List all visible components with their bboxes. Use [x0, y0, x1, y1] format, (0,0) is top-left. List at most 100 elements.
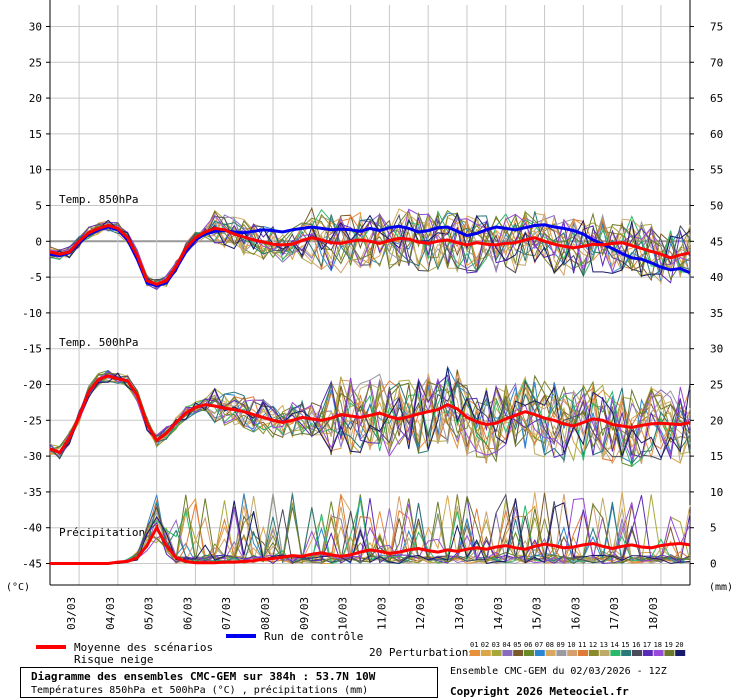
legend-perturbation-number: 13 — [600, 641, 608, 649]
y-tick-label-left: -25 — [22, 414, 42, 427]
x-tick-label: 06/03 — [181, 597, 194, 630]
legend-perturbation-swatch — [567, 650, 578, 656]
legend-perturbation-number: 10 — [567, 641, 575, 649]
left-unit: (°C) — [6, 582, 30, 593]
legend-perturbation-swatch — [632, 650, 642, 656]
x-tick-label: 15/03 — [531, 597, 544, 630]
x-tick-label: 17/03 — [608, 597, 621, 630]
legend-perturbation-number: 16 — [632, 641, 640, 649]
y-tick-label-left: 15 — [29, 128, 42, 141]
perturbation-850-16 — [49, 212, 691, 281]
legend-perturbation-swatch — [578, 650, 588, 656]
x-tick-label: 10/03 — [337, 597, 350, 630]
perturbation-500-18 — [49, 371, 691, 462]
ensemble-date: Ensemble CMC-GEM du 02/03/2026 - 12Z — [450, 666, 667, 677]
y-tick-label-right: 70 — [710, 56, 723, 69]
x-tick-label: 18/03 — [647, 597, 660, 630]
y-tick-label-left: -5 — [29, 271, 42, 284]
y-tick-label-right: 55 — [710, 164, 723, 177]
y-tick-label-left: -20 — [22, 379, 42, 392]
legend-perturbation-number: 08 — [546, 641, 554, 649]
legend-perturbation-swatch — [545, 650, 556, 656]
mean-line-precip — [50, 524, 691, 565]
y-tick-label-left: 20 — [29, 92, 42, 105]
legend-perturbation-swatch — [621, 650, 632, 656]
legend-perturbation-number: 02 — [481, 641, 489, 649]
y-tick-label-left: 25 — [29, 56, 42, 69]
legend-perturbation-swatch — [513, 650, 524, 656]
legend-perturbation-number: 11 — [578, 641, 586, 649]
mean-line-850 — [49, 223, 691, 286]
y-tick-label-right: 60 — [710, 128, 723, 141]
legend-perturbation-number: 01 — [470, 641, 478, 649]
legend-perturbation-swatch — [588, 650, 599, 656]
legend-perturbation-number: 20 — [675, 641, 683, 649]
legend-perturbation-number: 05 — [513, 641, 521, 649]
legend-perturbation-swatch — [470, 650, 480, 656]
y-tick-label-right: 75 — [710, 20, 723, 33]
x-tick-label: 09/03 — [298, 597, 311, 630]
legend-perturbation-swatch — [664, 650, 675, 656]
y-tick-label-left: -40 — [22, 522, 42, 535]
legend-snow-label: Risque neige — [74, 653, 153, 666]
perturbation-500-12 — [49, 373, 691, 459]
y-tick-label-left: 10 — [29, 164, 42, 177]
legend-perturbation-swatch — [524, 650, 534, 656]
label-precip: Précipitations — [59, 526, 152, 539]
y-tick-label-right: 45 — [710, 235, 723, 248]
y-tick-label-right: 15 — [710, 450, 723, 463]
legend-perturbation-number: 17 — [643, 641, 651, 649]
legend-perturbation-swatch — [534, 650, 545, 656]
copyright: Copyright 2026 Meteociel.fr — [450, 685, 629, 698]
legend-perturbation-number: 14 — [610, 641, 618, 649]
legend-perturbation-swatch — [556, 650, 567, 656]
y-tick-label-left: -15 — [22, 343, 42, 356]
footer-title-box: Diagramme des ensembles CMC-GEM sur 384h… — [20, 667, 438, 698]
legend-perturbation-number: 18 — [654, 641, 662, 649]
x-tick-label: 03/03 — [65, 597, 78, 630]
legend-perturbation-number: 07 — [535, 641, 543, 649]
x-tick-label: 05/03 — [143, 597, 156, 630]
legend-mean-label: Moyenne des scénarios — [74, 641, 213, 654]
y-tick-label-left: -35 — [22, 486, 42, 499]
x-tick-label: 12/03 — [414, 597, 427, 630]
y-tick-label-left: 0 — [35, 235, 42, 248]
y-tick-label-right: 25 — [710, 379, 723, 392]
legend-perturbations-label: 20 Perturbations — [369, 646, 475, 659]
y-tick-label-right: 5 — [710, 522, 717, 535]
y-tick-label-right: 40 — [710, 271, 723, 284]
legend-perturbation-number: 03 — [492, 641, 500, 649]
x-tick-label: 13/03 — [453, 597, 466, 630]
y-tick-label-left: 30 — [29, 20, 42, 33]
legend-perturbation-number: 04 — [502, 641, 510, 649]
footer-title: Diagramme des ensembles CMC-GEM sur 384h… — [31, 670, 376, 683]
legend-perturbation-swatch — [491, 650, 502, 656]
x-tick-label: 04/03 — [104, 597, 117, 630]
perturbation-precip-17 — [50, 495, 691, 565]
y-tick-label-left: -10 — [22, 307, 42, 320]
perturbation-precip-20 — [50, 498, 691, 564]
label-t500: Temp. 500hPa — [59, 336, 138, 349]
legend-perturbation-number: 09 — [556, 641, 564, 649]
y-tick-label-left: -30 — [22, 450, 42, 463]
perturbation-precip-16 — [50, 493, 691, 564]
y-tick-label-left: -45 — [22, 558, 42, 571]
y-tick-label-right: 0 — [710, 558, 717, 571]
perturbation-850-10 — [49, 211, 691, 283]
legend-perturbation-number: 12 — [589, 641, 597, 649]
legend-perturbation-swatch — [599, 650, 610, 656]
x-tick-label: 11/03 — [375, 597, 388, 630]
legend-perturbation-swatch — [653, 650, 664, 656]
legend-perturbation-swatch — [642, 650, 653, 656]
perturbation-precip-14 — [50, 499, 691, 565]
perturbation-500-16 — [49, 372, 691, 461]
right-unit: (mm) — [709, 582, 733, 593]
y-tick-label-right: 30 — [710, 343, 723, 356]
x-tick-label: 16/03 — [569, 597, 582, 630]
mean-line-500 — [49, 374, 691, 455]
perturbation-precip-15 — [50, 494, 691, 565]
y-tick-label-right: 20 — [710, 414, 723, 427]
perturbation-850-17 — [49, 214, 691, 291]
legend-perturbation-swatch — [480, 650, 491, 656]
